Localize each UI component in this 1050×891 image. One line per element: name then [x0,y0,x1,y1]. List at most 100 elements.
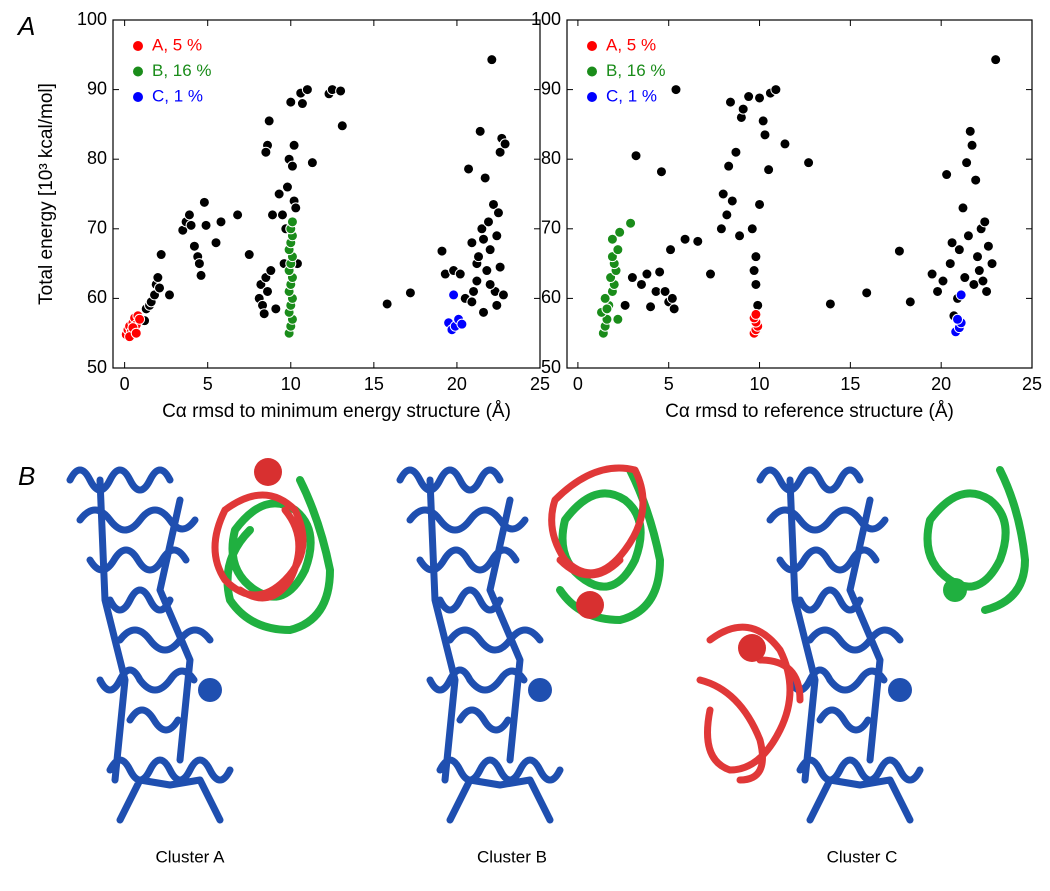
y-tick-label: 100 [77,9,107,29]
point [267,209,279,221]
point [258,308,270,320]
point [614,226,626,238]
legend-marker [587,66,597,77]
x-tick-label: 20 [447,374,467,394]
point [746,223,758,235]
legend-label: C, 1 % [152,86,203,105]
point [270,303,282,315]
point [198,196,210,208]
point [990,54,1002,66]
panel-label: B [18,461,35,491]
point [276,209,288,221]
point [957,202,969,214]
point [484,278,496,290]
structure-a [66,466,234,824]
point [750,251,762,263]
point [486,54,498,66]
point [487,198,499,210]
point [281,181,293,193]
point [262,285,274,297]
point [723,160,735,172]
structures [66,458,1029,824]
x-tick-label: 20 [931,374,951,394]
x-tick-label: 10 [281,374,301,394]
point [243,249,255,261]
point [952,313,964,325]
x-axis-label: Cα rmsd to reference structure (Å) [665,401,954,422]
point [955,289,967,301]
point [154,282,166,294]
point [757,115,769,127]
point [336,120,348,132]
point [937,275,949,287]
point [655,166,667,178]
point [645,301,657,313]
legend-label: A, 5 % [606,35,656,54]
point [185,219,197,231]
point [193,258,205,270]
point [478,306,490,318]
y-axis-label: Total energy [10³ kcal/mol] [36,83,57,305]
point [625,217,637,229]
point [973,265,985,277]
point [763,164,775,176]
x-tick-label: 5 [203,374,213,394]
point [263,115,275,127]
point [750,278,762,290]
point [463,163,475,175]
point [986,258,998,270]
point [335,85,347,97]
y-tick-label: 60 [541,287,561,307]
point [612,313,624,325]
legend-label: C, 1 % [606,86,657,105]
plot-frame [112,19,541,369]
point [959,272,971,284]
caption: Cluster B [477,847,547,866]
point [982,240,994,252]
point [941,169,953,181]
point [215,216,227,228]
point [704,268,716,280]
panel-label: A [16,11,35,41]
point [803,157,815,169]
point [273,188,285,200]
point [824,298,836,310]
point [968,278,980,290]
point [754,198,766,210]
legend-label: B, 16 % [152,61,212,80]
point [491,230,503,242]
point [748,265,760,277]
point [260,146,272,158]
point [752,299,764,311]
point [468,285,480,297]
point [210,237,222,249]
point [641,268,653,280]
point [944,258,956,270]
point [619,299,631,311]
point [737,103,749,115]
legend-marker [587,92,597,102]
legend-marker [133,92,143,102]
point [474,125,486,137]
point [306,157,318,169]
point [861,287,873,299]
point [288,139,300,151]
point [666,292,678,304]
point [448,289,460,301]
point [188,240,200,252]
x-axis-label: Cα rmsd to minimum energy structure (Å) [162,401,511,422]
point [966,139,978,151]
point [650,285,662,297]
point [232,209,244,221]
point [635,278,647,290]
y-tick-label: 50 [87,357,107,377]
point [962,230,974,242]
x-tick-label: 15 [840,374,860,394]
point [717,188,729,200]
point [473,251,485,263]
point [964,125,976,137]
x-tick-label: 15 [364,374,384,394]
point [497,289,509,301]
point [734,230,746,242]
